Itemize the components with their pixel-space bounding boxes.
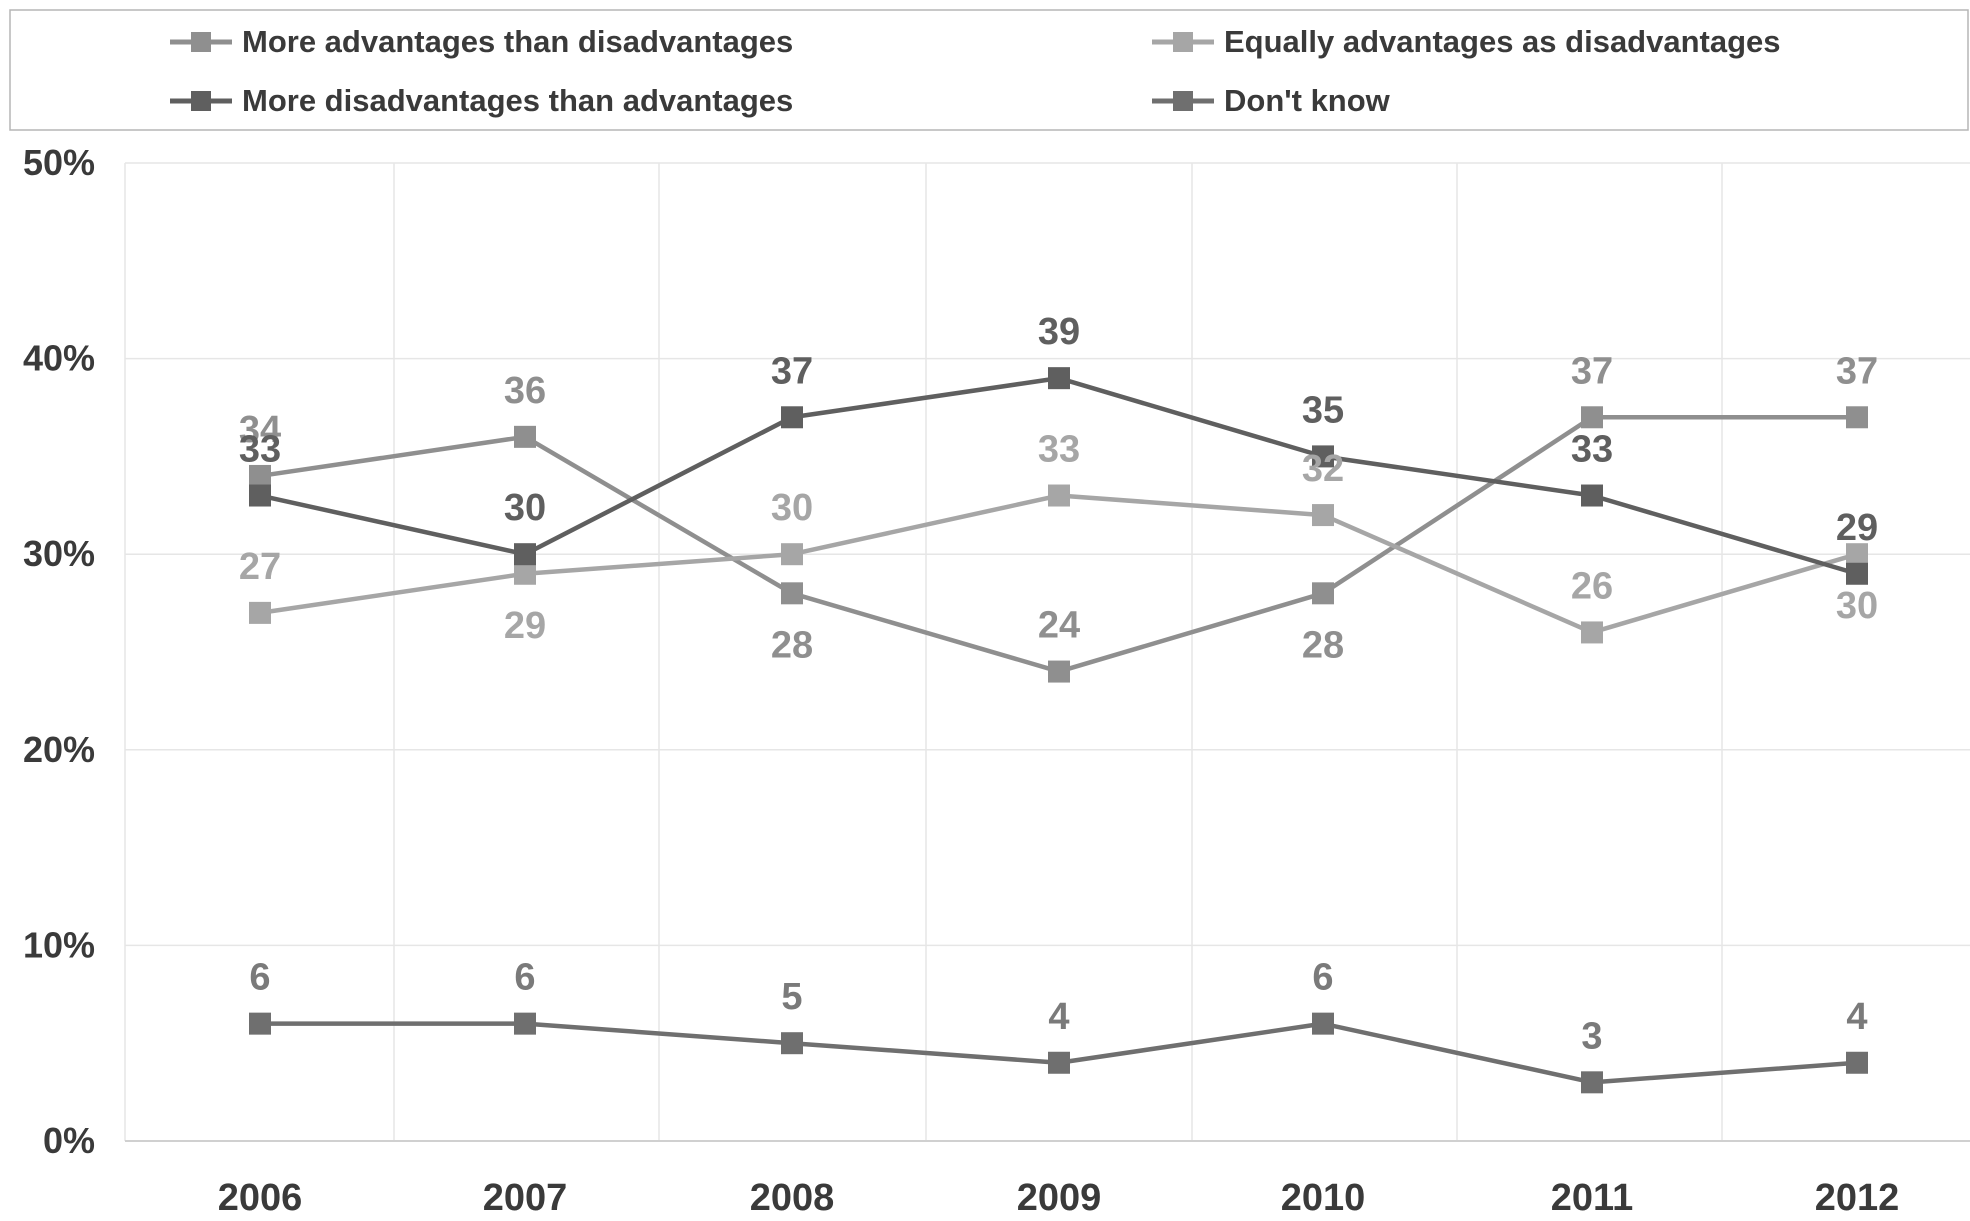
data-point-marker [1846, 562, 1868, 585]
data-point-marker [781, 543, 803, 566]
legend-label: More advantages than disadvantages [242, 24, 793, 59]
legend-marker-icon [191, 32, 211, 52]
data-point-marker [1312, 582, 1334, 605]
data-point-marker [1581, 1071, 1603, 1094]
x-tick-label: 2008 [750, 1177, 835, 1216]
x-tick-label: 2009 [1017, 1177, 1102, 1216]
data-point-marker [1048, 660, 1070, 683]
data-label: 29 [504, 605, 546, 647]
data-label: 28 [771, 624, 813, 666]
data-label: 37 [1571, 350, 1613, 392]
legend-label: Equally advantages as disadvantages [1224, 24, 1781, 59]
data-label: 5 [781, 976, 802, 1018]
series-line [259, 375, 1858, 576]
x-tick-label: 2011 [1551, 1177, 1633, 1216]
data-label: 36 [504, 370, 546, 412]
gridlines [124, 162, 1970, 1141]
series [249, 367, 1868, 585]
data-point-marker [781, 1032, 803, 1055]
data-point-marker [249, 601, 271, 624]
y-tick-label: 10% [23, 924, 95, 965]
data-label: 3 [1581, 1015, 1602, 1057]
data-label: 29 [1836, 507, 1878, 549]
data-label: 37 [771, 350, 813, 392]
y-tick-label: 50% [23, 142, 95, 183]
data-point-marker [514, 1012, 536, 1035]
legend-entry: More advantages than disadvantages [170, 24, 793, 59]
data-point-marker [1846, 543, 1868, 566]
series [249, 406, 1868, 683]
x-tick-label: 2006 [218, 1177, 303, 1216]
x-tick-label: 2012 [1815, 1177, 1900, 1216]
data-label: 6 [249, 957, 270, 999]
y-tick-label: 40% [23, 338, 95, 379]
y-tick-label: 30% [23, 533, 95, 574]
series-lines [249, 367, 1868, 1094]
data-label: 30 [771, 487, 813, 529]
data-label: 4 [1846, 996, 1867, 1038]
legend-marker-icon [191, 91, 211, 111]
data-point-marker [1581, 621, 1603, 644]
data-point-marker [1581, 484, 1603, 507]
data-point-marker [1312, 1012, 1334, 1035]
legend-label: Don't know [1224, 83, 1391, 118]
axes: 0% 10% 20% 30% 40% 50% 2006 2007 2008 2009 2010 201… [23, 142, 1970, 1219]
legend-entry: Don't know [1152, 83, 1391, 118]
data-label: 33 [239, 429, 281, 471]
data-point-marker [514, 543, 536, 566]
legend: More advantages than disadvantages Equall… [9, 9, 1969, 131]
data-label: 6 [1312, 957, 1333, 999]
data-label: 34 [239, 409, 281, 451]
series [249, 484, 1868, 644]
data-point-marker [1846, 406, 1868, 429]
data-label: 37 [1836, 350, 1878, 392]
data-label: 30 [1836, 585, 1878, 627]
legend-marker-icon [1173, 32, 1193, 52]
data-label: 39 [1038, 311, 1080, 353]
data-label: 30 [504, 487, 546, 529]
legend-entry: More disadvantages than advantages [170, 83, 793, 118]
data-point-marker [1048, 484, 1070, 507]
data-label: 35 [1302, 389, 1344, 431]
data-point-marker [249, 484, 271, 507]
data-point-marker [1312, 445, 1334, 468]
y-tick-label: 0% [43, 1120, 95, 1161]
series [249, 1012, 1868, 1094]
data-point-marker [781, 406, 803, 429]
data-point-marker [1312, 504, 1334, 527]
data-point-marker [1048, 367, 1070, 390]
data-label: 26 [1571, 565, 1613, 607]
data-point-marker [1048, 1051, 1070, 1074]
x-tick-label: 2010 [1281, 1177, 1366, 1216]
data-label: 28 [1302, 624, 1344, 666]
legend-entry: Equally advantages as disadvantages [1152, 24, 1781, 59]
data-point-marker [781, 582, 803, 605]
data-label: 6 [514, 957, 535, 999]
data-label: 32 [1302, 448, 1344, 490]
data-label: 33 [1038, 429, 1080, 471]
data-point-marker [249, 1012, 271, 1035]
data-point-marker [514, 425, 536, 448]
x-tick-label: 2007 [483, 1177, 568, 1216]
data-point-marker [1846, 1051, 1868, 1074]
data-label: 27 [239, 546, 281, 588]
legend-label: More disadvantages than advantages [242, 83, 793, 118]
y-tick-label: 20% [23, 729, 95, 770]
data-label: 33 [1571, 429, 1613, 471]
data-point-marker [249, 464, 271, 487]
data-label: 24 [1038, 605, 1080, 647]
legend-box [9, 9, 1969, 131]
data-point-marker [514, 562, 536, 585]
data-label: 4 [1048, 996, 1069, 1038]
data-point-marker [1581, 406, 1603, 429]
legend-marker-icon [1173, 91, 1193, 111]
